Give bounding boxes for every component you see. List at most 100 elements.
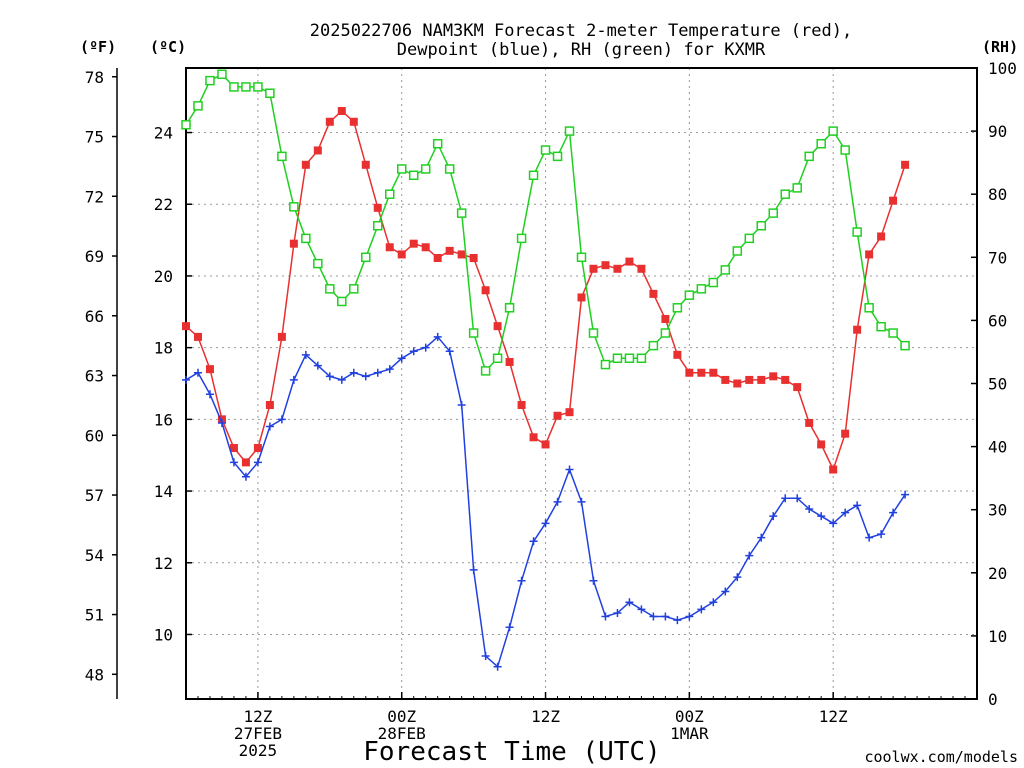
dewpoint-point [253,458,262,467]
rh-point [864,303,874,313]
fahrenheit-tick-label: 54 [85,546,104,565]
rh-tick-label: 70 [988,248,1007,267]
dewpoint-point [805,504,814,513]
rh-point [313,258,323,269]
temperature-point [529,433,538,442]
dewpoint-point [757,533,766,542]
dewpoint-point [661,612,670,621]
rh-point [361,252,371,263]
rh-point [756,221,767,231]
temperature-point [229,444,238,453]
dewpoint-point [649,612,658,621]
rh-point [456,208,467,218]
rh-unit-label: (RH) [982,38,1018,56]
rh-point [732,246,743,256]
rh-point [876,321,886,332]
celsius-tick-label: 10 [154,625,173,644]
dewpoint-point [469,565,478,574]
rh-point [816,138,826,149]
x-tick-label: 28FEB [378,724,426,743]
rh-point [468,328,479,338]
rh-point [552,151,563,162]
dewpoint-point [217,418,226,427]
fahrenheit-tick-label: 75 [85,128,104,147]
temperature-point [613,264,622,273]
temperature-point [541,440,550,449]
celsius-tick-label: 22 [154,195,173,214]
dewpoint-point [349,368,358,377]
rh-point [576,252,587,263]
rh-point [325,284,335,294]
temperature-point [193,332,202,341]
fahrenheit-tick-label: 51 [85,606,104,625]
temperature-point [313,146,322,155]
dewpoint-point [781,494,790,503]
dewpoint-point [457,401,466,410]
rh-point [564,126,575,136]
rh-point [612,353,623,364]
rh-point [660,328,671,338]
rh-point [780,189,790,199]
rh-point [420,164,431,174]
temperature-point [277,332,286,341]
dewpoint-point [829,519,838,528]
x-tick-label: 1MAR [670,724,709,743]
rh-point [337,296,347,307]
temperature-point [901,160,910,169]
fahrenheit-tick-label: 48 [85,665,104,684]
temperature-point [601,261,610,270]
rh-point [540,145,551,155]
temperature-point [589,264,598,273]
dewpoint-point [565,465,574,474]
temperature-point [649,289,658,298]
rh-point [265,88,275,98]
dewpoint-point [433,332,442,341]
temperature-point [445,246,454,255]
temperature-point [241,458,250,467]
dewpoint-point [889,508,898,517]
rh-point [373,221,383,231]
dewpoint-point [709,598,718,607]
dewpoint-point [337,375,346,384]
rh-tick-label: 10 [988,627,1007,646]
temperature-point [325,117,334,126]
chart-title-line2: Dewpoint (blue), RH (green) for KXMR [397,40,766,60]
dewpoint-point [853,501,862,510]
chart-title-line1: 2025022706 NAM3KM Forecast 2-meter Tempe… [310,21,852,41]
rh-point [384,189,395,199]
dewpoint-point [577,497,586,506]
x-tick-label: 27FEB [234,724,282,743]
dewpoint-point [745,551,754,560]
rh-point [804,151,814,162]
celsius-tick-label: 12 [154,554,173,573]
dewpoint-point [553,497,562,506]
rh-point [840,145,850,155]
fahrenheit-tick-label: 66 [85,307,104,326]
dewpoint-point [769,512,778,521]
temperature-point [553,411,562,420]
temperature-point [697,368,706,377]
dewpoint-point [481,651,490,660]
dewpoint-point [721,587,730,596]
dewpoint-point [182,375,190,384]
dewpoint-point [301,350,310,359]
temperature-point [265,401,274,410]
rh-point [636,353,647,364]
rh-tick-label: 0 [988,690,998,709]
rh-point [205,75,215,86]
rh-point [480,366,491,376]
dewpoint-point [241,472,250,481]
fahrenheit-tick-label: 69 [85,247,104,266]
rh-point [588,328,599,338]
rh-point [684,290,695,300]
dewpoint-point [685,612,694,621]
dewpoint-point [385,365,394,374]
dewpoint-point [409,347,418,356]
rh-point [289,202,299,212]
temperature-point [493,322,502,331]
temperature-point [481,286,490,295]
temperature-point [685,368,694,377]
rh-point [744,233,755,244]
x-tick-label: 00Z [387,707,416,726]
